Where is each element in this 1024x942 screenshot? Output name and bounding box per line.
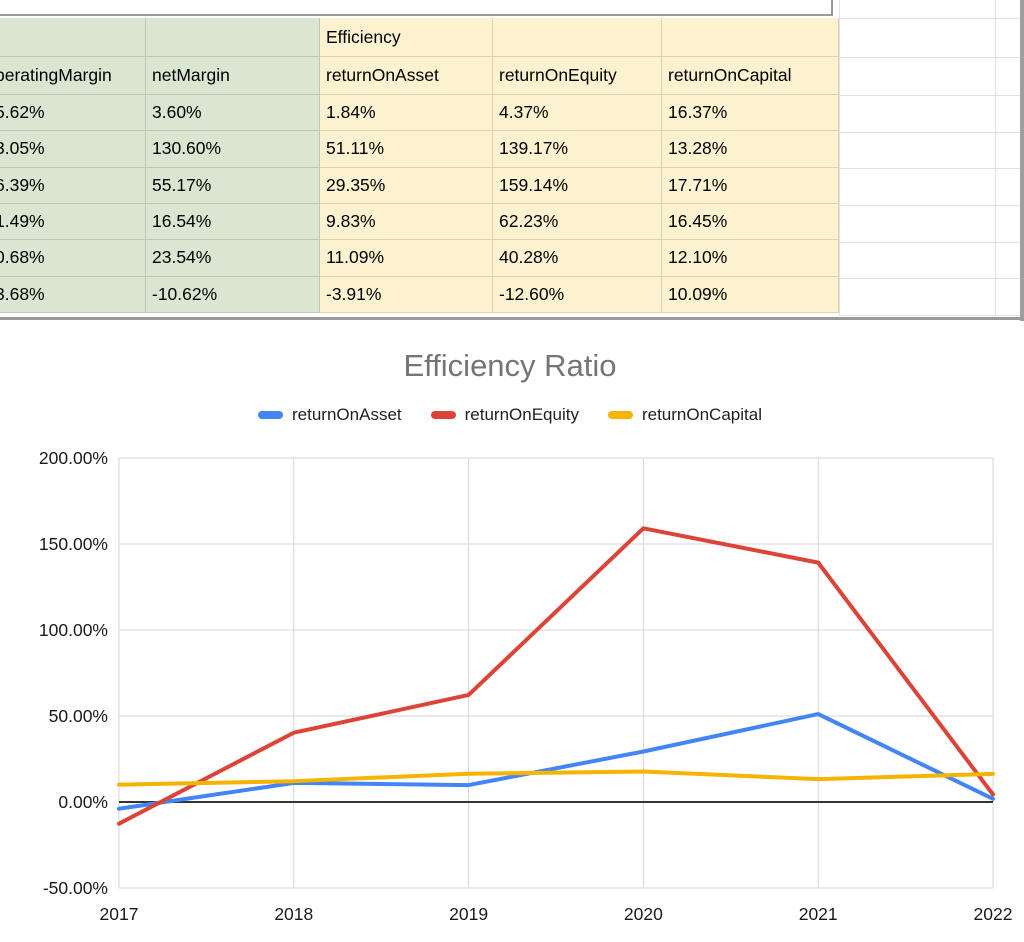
chart-title: Efficiency Ratio: [403, 348, 617, 383]
y-tick-label: 0.00%: [58, 792, 108, 812]
sheet-gridline: [839, 315, 1020, 316]
table-cell[interactable]: 29.35%: [320, 167, 493, 204]
legend-label: returnOnAsset: [292, 405, 402, 424]
vertical-scrollbar[interactable]: [1020, 0, 1024, 321]
y-tick-label: 50.00%: [49, 706, 108, 726]
legend-label: returnOnEquity: [464, 405, 579, 424]
table-cell[interactable]: 1.84%: [320, 95, 493, 132]
table-cell[interactable]: 55.17%: [146, 167, 320, 204]
x-tick-label: 2018: [274, 904, 313, 924]
group-row-blank[interactable]: [0, 18, 146, 57]
empty-sheet-cells[interactable]: [839, 0, 1020, 316]
table-cell[interactable]: 3.60%: [146, 95, 320, 132]
series-line-returnOnAsset: [117, 712, 995, 811]
table-cell[interactable]: 130.60%: [146, 131, 320, 168]
sheet-gridline: [995, 0, 996, 316]
table-cell[interactable]: 10.09%: [662, 276, 839, 313]
column-header-netMargin[interactable]: netMargin: [146, 57, 320, 95]
y-tick-label: -50.00%: [43, 878, 108, 898]
x-tick-label: 2019: [449, 904, 488, 924]
sheet-gridline: [839, 205, 1020, 206]
cropped-toolbar-box: [0, 0, 833, 16]
sheet-gridline: [839, 278, 1020, 279]
y-tick-label: 150.00%: [39, 534, 108, 554]
legend-item-returnOnAsset[interactable]: returnOnAsset: [258, 405, 402, 425]
table-cell[interactable]: 17.71%: [662, 167, 839, 204]
x-tick-label: 2017: [100, 904, 139, 924]
table-cell[interactable]: 6.39%: [0, 167, 146, 204]
legend-item-returnOnCapital[interactable]: returnOnCapital: [607, 405, 762, 425]
legend-swatch: [258, 411, 284, 419]
table-cell[interactable]: -3.91%: [320, 276, 493, 313]
table-cell[interactable]: 16.37%: [662, 95, 839, 132]
table-cell[interactable]: 51.11%: [320, 131, 493, 168]
table-cell[interactable]: 159.14%: [493, 167, 662, 204]
group-row-blank[interactable]: [493, 18, 662, 57]
table-cell[interactable]: -12.60%: [493, 276, 662, 313]
legend-swatch: [607, 411, 633, 419]
table-cell[interactable]: 4.37%: [493, 95, 662, 132]
y-tick-label: 100.00%: [39, 620, 108, 640]
sheet-gridline: [839, 0, 840, 316]
table-cell[interactable]: 5.62%: [0, 95, 146, 132]
table-cell[interactable]: 12.10%: [662, 240, 839, 277]
x-tick-label: 2022: [974, 904, 1013, 924]
table-cell[interactable]: 3.05%: [0, 131, 146, 168]
table-cell[interactable]: -10.62%: [146, 276, 320, 313]
section-divider: [0, 317, 1024, 320]
group-row-blank[interactable]: [662, 18, 839, 57]
table-cell[interactable]: 139.17%: [493, 131, 662, 168]
sheet-gridline: [839, 168, 1020, 169]
column-header-returnOnCapital[interactable]: returnOnCapital: [662, 57, 839, 95]
column-header-returnOnAsset[interactable]: returnOnAsset: [320, 57, 493, 95]
efficiency-ratio-chart[interactable]: 200.00% 150.00% 100.00% 50.00% 0.00% -50.00% 2…: [0, 321, 1024, 942]
x-tick-label: 2020: [624, 904, 663, 924]
legend-item-returnOnEquity[interactable]: returnOnEquity: [430, 405, 579, 425]
legend-label: returnOnCapital: [641, 405, 762, 424]
chart-canvas: 200.00% 150.00% 100.00% 50.00% 0.00% -50.00% 2…: [39, 448, 1013, 924]
series-line-returnOnCapital: [117, 769, 995, 787]
table-cell[interactable]: 16.45%: [662, 203, 839, 241]
sheet-gridline: [839, 95, 1020, 96]
table-cell[interactable]: 62.23%: [493, 203, 662, 241]
group-row-blank[interactable]: [146, 18, 320, 57]
sheet-gridline: [839, 242, 1020, 243]
group-header-efficiency[interactable]: Efficiency: [320, 18, 493, 57]
legend-swatch: [430, 411, 456, 419]
sheet-gridline: [839, 132, 1020, 133]
chart-legend: returnOnAsset returnOnEquity returnOnCapit…: [0, 405, 1020, 425]
table-cell[interactable]: 16.54%: [146, 203, 320, 241]
sheet-gridline: [839, 18, 1020, 19]
table-cell[interactable]: 9.83%: [320, 203, 493, 241]
table-cell[interactable]: 1.49%: [0, 203, 146, 241]
top-strip: [0, 0, 1024, 18]
column-header-peratingMargin[interactable]: peratingMargin: [0, 57, 146, 95]
series-line-returnOnEquity: [117, 526, 995, 826]
spreadsheet-table: Efficiency peratingMargin netMargin returnO…: [0, 18, 839, 316]
table-cell[interactable]: 3.68%: [0, 276, 146, 313]
table-cell[interactable]: 11.09%: [320, 240, 493, 277]
column-header-returnOnEquity[interactable]: returnOnEquity: [493, 57, 662, 95]
table-cell[interactable]: 23.54%: [146, 240, 320, 277]
x-tick-label: 2021: [799, 904, 838, 924]
table-cell[interactable]: 13.28%: [662, 131, 839, 168]
table-cell[interactable]: 0.68%: [0, 240, 146, 277]
sheet-gridline: [839, 57, 1020, 58]
table-cell[interactable]: 40.28%: [493, 240, 662, 277]
y-tick-label: 200.00%: [39, 448, 108, 468]
